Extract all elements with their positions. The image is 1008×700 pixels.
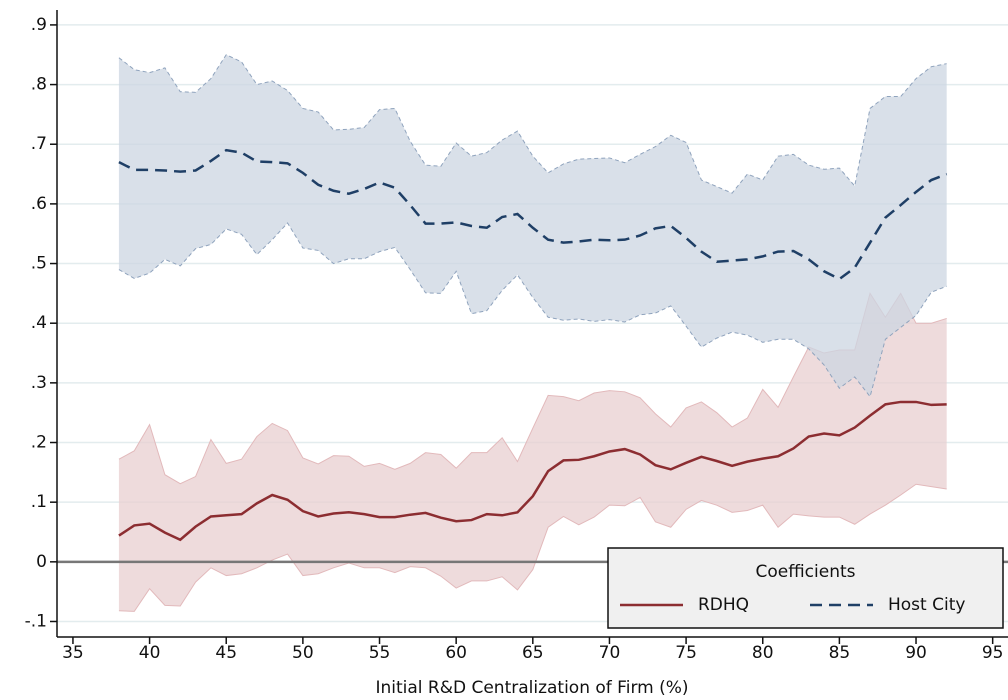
y-tick-label: .4	[31, 313, 47, 333]
y-tick-label: .6	[31, 194, 47, 214]
x-tick-label: 50	[292, 643, 314, 663]
legend-label: Host City	[888, 595, 965, 615]
x-tick-label: 65	[522, 643, 544, 663]
legend-title: Coefficients	[756, 562, 856, 582]
y-tick-label: .3	[31, 373, 47, 393]
legend-label: RDHQ	[698, 595, 749, 615]
y-tick-label: .2	[31, 433, 47, 453]
x-axis-label: Initial R&D Centralization of Firm (%)	[375, 678, 688, 698]
y-tick-label: .8	[31, 75, 47, 95]
band-edge	[118, 483, 947, 612]
x-tick-label: 95	[982, 643, 1004, 663]
x-tick-label: 40	[139, 643, 161, 663]
x-tick-label: 85	[829, 643, 851, 663]
y-tick-label: .1	[31, 492, 47, 512]
band-edge	[118, 222, 947, 398]
confidence-band	[118, 293, 947, 612]
series-line	[118, 148, 948, 281]
x-tick-label: 75	[675, 643, 697, 663]
confidence-band	[118, 54, 947, 397]
y-tick-label: .7	[31, 134, 47, 154]
series-line	[118, 400, 947, 542]
y-tick-label: .9	[31, 15, 47, 35]
y-tick-label: 0	[36, 552, 47, 572]
x-tick-label: 70	[599, 643, 621, 663]
y-tick-label: -.1	[25, 611, 47, 631]
y-tick-label: .5	[31, 254, 47, 274]
legend-box	[607, 547, 1004, 629]
x-tick-label: 90	[905, 643, 927, 663]
x-tick-label: 35	[62, 643, 84, 663]
x-tick-label: 80	[752, 643, 774, 663]
x-tick-label: 45	[215, 643, 237, 663]
x-tick-label: 55	[369, 643, 391, 663]
x-tick-label: 60	[445, 643, 467, 663]
